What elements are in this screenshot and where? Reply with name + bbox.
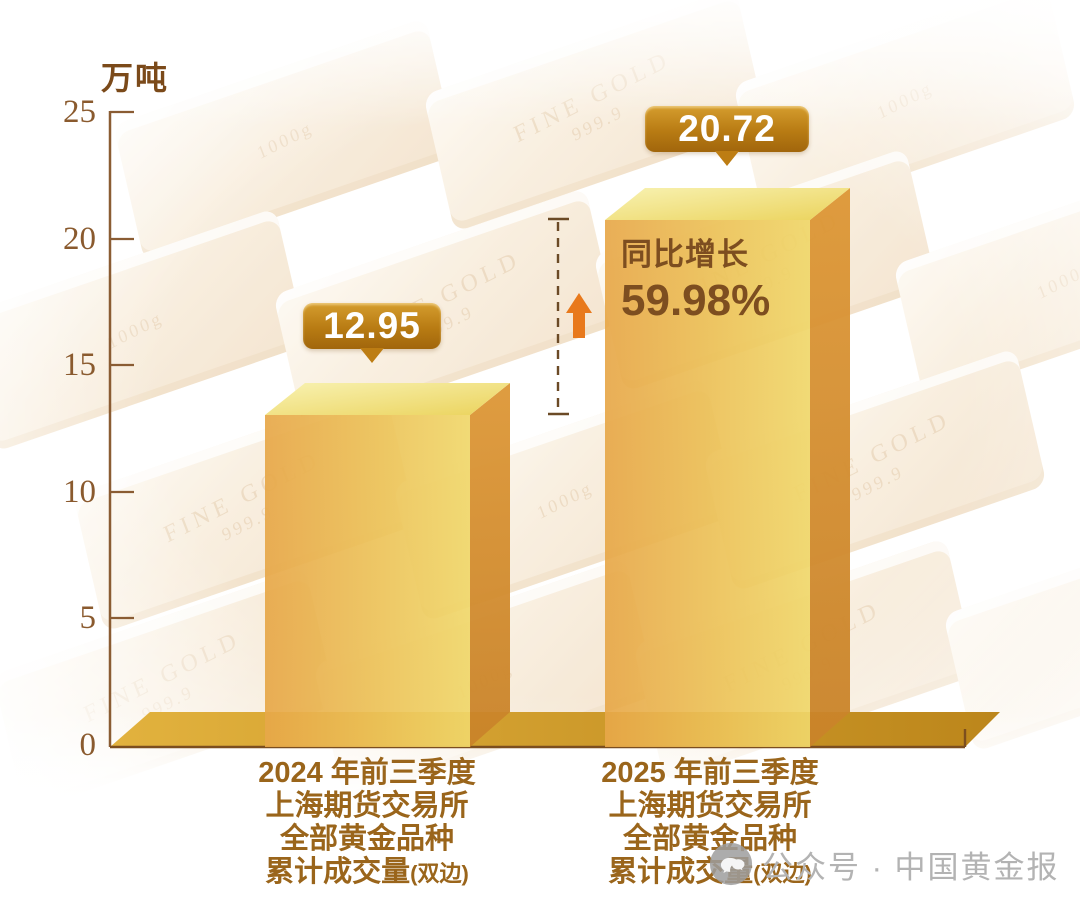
category-label-2024: 2024 年前三季度 上海期货交易所 全部黄金品种 累计成交量(双边) xyxy=(222,757,512,890)
value-badge-2024: 12.95 xyxy=(303,303,441,349)
watermark-text: 公众号 · 中国黄金报 xyxy=(762,849,1060,885)
y-tick-label-10: 10 xyxy=(63,474,96,510)
watermark: 公众号 · 中国黄金报 xyxy=(708,841,1060,887)
category-line-paren: (双边) xyxy=(410,861,469,886)
y-tick-label-20: 20 xyxy=(63,221,96,257)
bar-2025 xyxy=(605,188,850,747)
wechat-icon xyxy=(709,842,753,886)
category-line: 上海期货交易所 xyxy=(265,790,469,822)
up-arrow-icon xyxy=(566,293,592,338)
y-tick-label-25: 25 xyxy=(63,94,96,130)
bar-2024-front-face xyxy=(265,415,470,747)
y-tick-label-5: 5 xyxy=(79,600,97,636)
y-tick-label-15: 15 xyxy=(63,347,96,383)
bar-2025-side-face xyxy=(810,188,850,747)
y-tick-label-0: 0 xyxy=(79,727,97,763)
category-line: 2025 年前三季度 xyxy=(601,757,819,789)
category-line-main: 累计成交量 xyxy=(265,856,411,888)
growth-value: 59.98% xyxy=(621,276,771,325)
growth-annotation: 同比增长 59.98% xyxy=(621,229,770,326)
chart-floor-platform xyxy=(110,712,1000,747)
category-label-2025: 2025 年前三季度 上海期货交易所 全部黄金品种 累计成交量(双边) xyxy=(565,757,855,890)
bar-2024-side-face xyxy=(470,383,510,747)
y-axis-unit-label: 万吨 xyxy=(101,60,170,96)
growth-dashed-line xyxy=(548,217,569,416)
growth-label: 同比增长 xyxy=(621,237,749,272)
category-line-paren: (双边) xyxy=(753,861,812,886)
category-line: 全部黄金品种 xyxy=(279,823,454,855)
value-badge-2025: 20.72 xyxy=(645,106,809,152)
category-line: 上海期货交易所 xyxy=(608,790,812,822)
bar-2024-top-face xyxy=(265,383,510,415)
category-line: 累计成交量(双边) xyxy=(222,856,512,890)
bar-2025-top-face xyxy=(605,188,850,220)
bar-2025-front-face xyxy=(605,220,810,747)
category-line: 全部黄金品种 xyxy=(622,823,797,855)
category-line: 2024 年前三季度 xyxy=(258,757,476,789)
bar-2024 xyxy=(265,383,510,747)
